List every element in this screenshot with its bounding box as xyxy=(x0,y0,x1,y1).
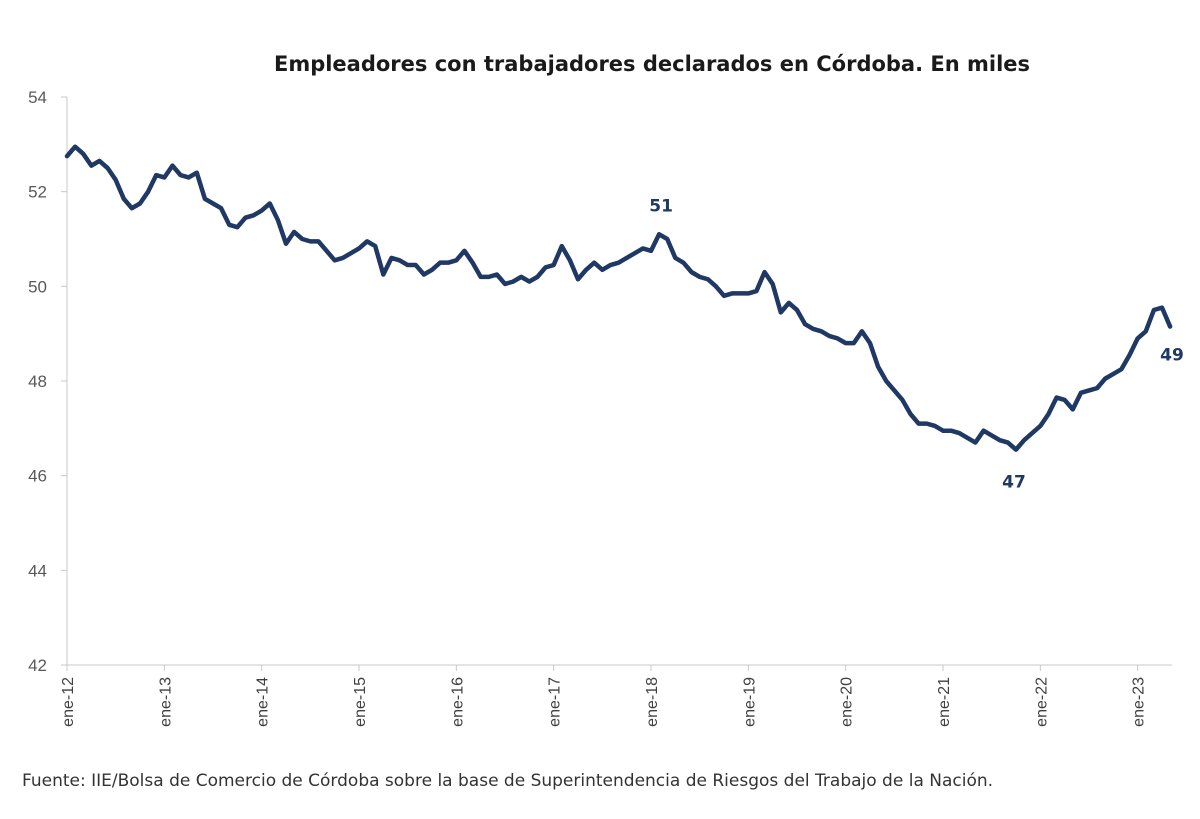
x-tick-label: ene-12 xyxy=(60,677,77,727)
y-tick-label: 44 xyxy=(28,561,47,580)
x-tick-label: ene-21 xyxy=(936,677,953,727)
y-tick-label: 54 xyxy=(28,88,47,107)
x-tick-label: ene-18 xyxy=(644,677,661,727)
x-tick-label: ene-15 xyxy=(352,677,369,727)
y-tick-label: 46 xyxy=(28,467,47,486)
x-tick-label: ene-23 xyxy=(1131,677,1148,727)
y-tick-label: 48 xyxy=(28,372,47,391)
annotation-label: 49 xyxy=(1160,346,1184,366)
x-tick-label: ene-22 xyxy=(1033,677,1050,727)
y-tick-label: 42 xyxy=(28,656,47,675)
source-note: Fuente: IIE/Bolsa de Comercio de Córdoba… xyxy=(22,771,993,791)
x-tick-label: ene-14 xyxy=(255,677,272,727)
chart-title: Empleadores con trabajadores declarados … xyxy=(274,52,1030,76)
x-tick-label: ene-19 xyxy=(741,677,758,727)
annotation-label: 47 xyxy=(1002,473,1026,493)
y-tick-label: 52 xyxy=(28,183,47,202)
x-axis-ticks: ene-12 ene-13 ene-14 ene-15 ene-16 ene-17 ene-… xyxy=(60,665,1148,727)
series-line xyxy=(64,144,1173,452)
y-tick-label: 50 xyxy=(28,277,47,296)
x-tick-label: ene-13 xyxy=(157,677,174,727)
annotation-label: 51 xyxy=(649,196,673,216)
y-axis-ticks: 42 44 46 48 50 52 54 xyxy=(28,88,67,675)
data-annotations: 51 47 49 xyxy=(649,196,1184,492)
x-tick-label: ene-16 xyxy=(449,677,466,727)
x-tick-label: ene-20 xyxy=(839,677,856,727)
x-tick-label: ene-17 xyxy=(547,677,564,727)
